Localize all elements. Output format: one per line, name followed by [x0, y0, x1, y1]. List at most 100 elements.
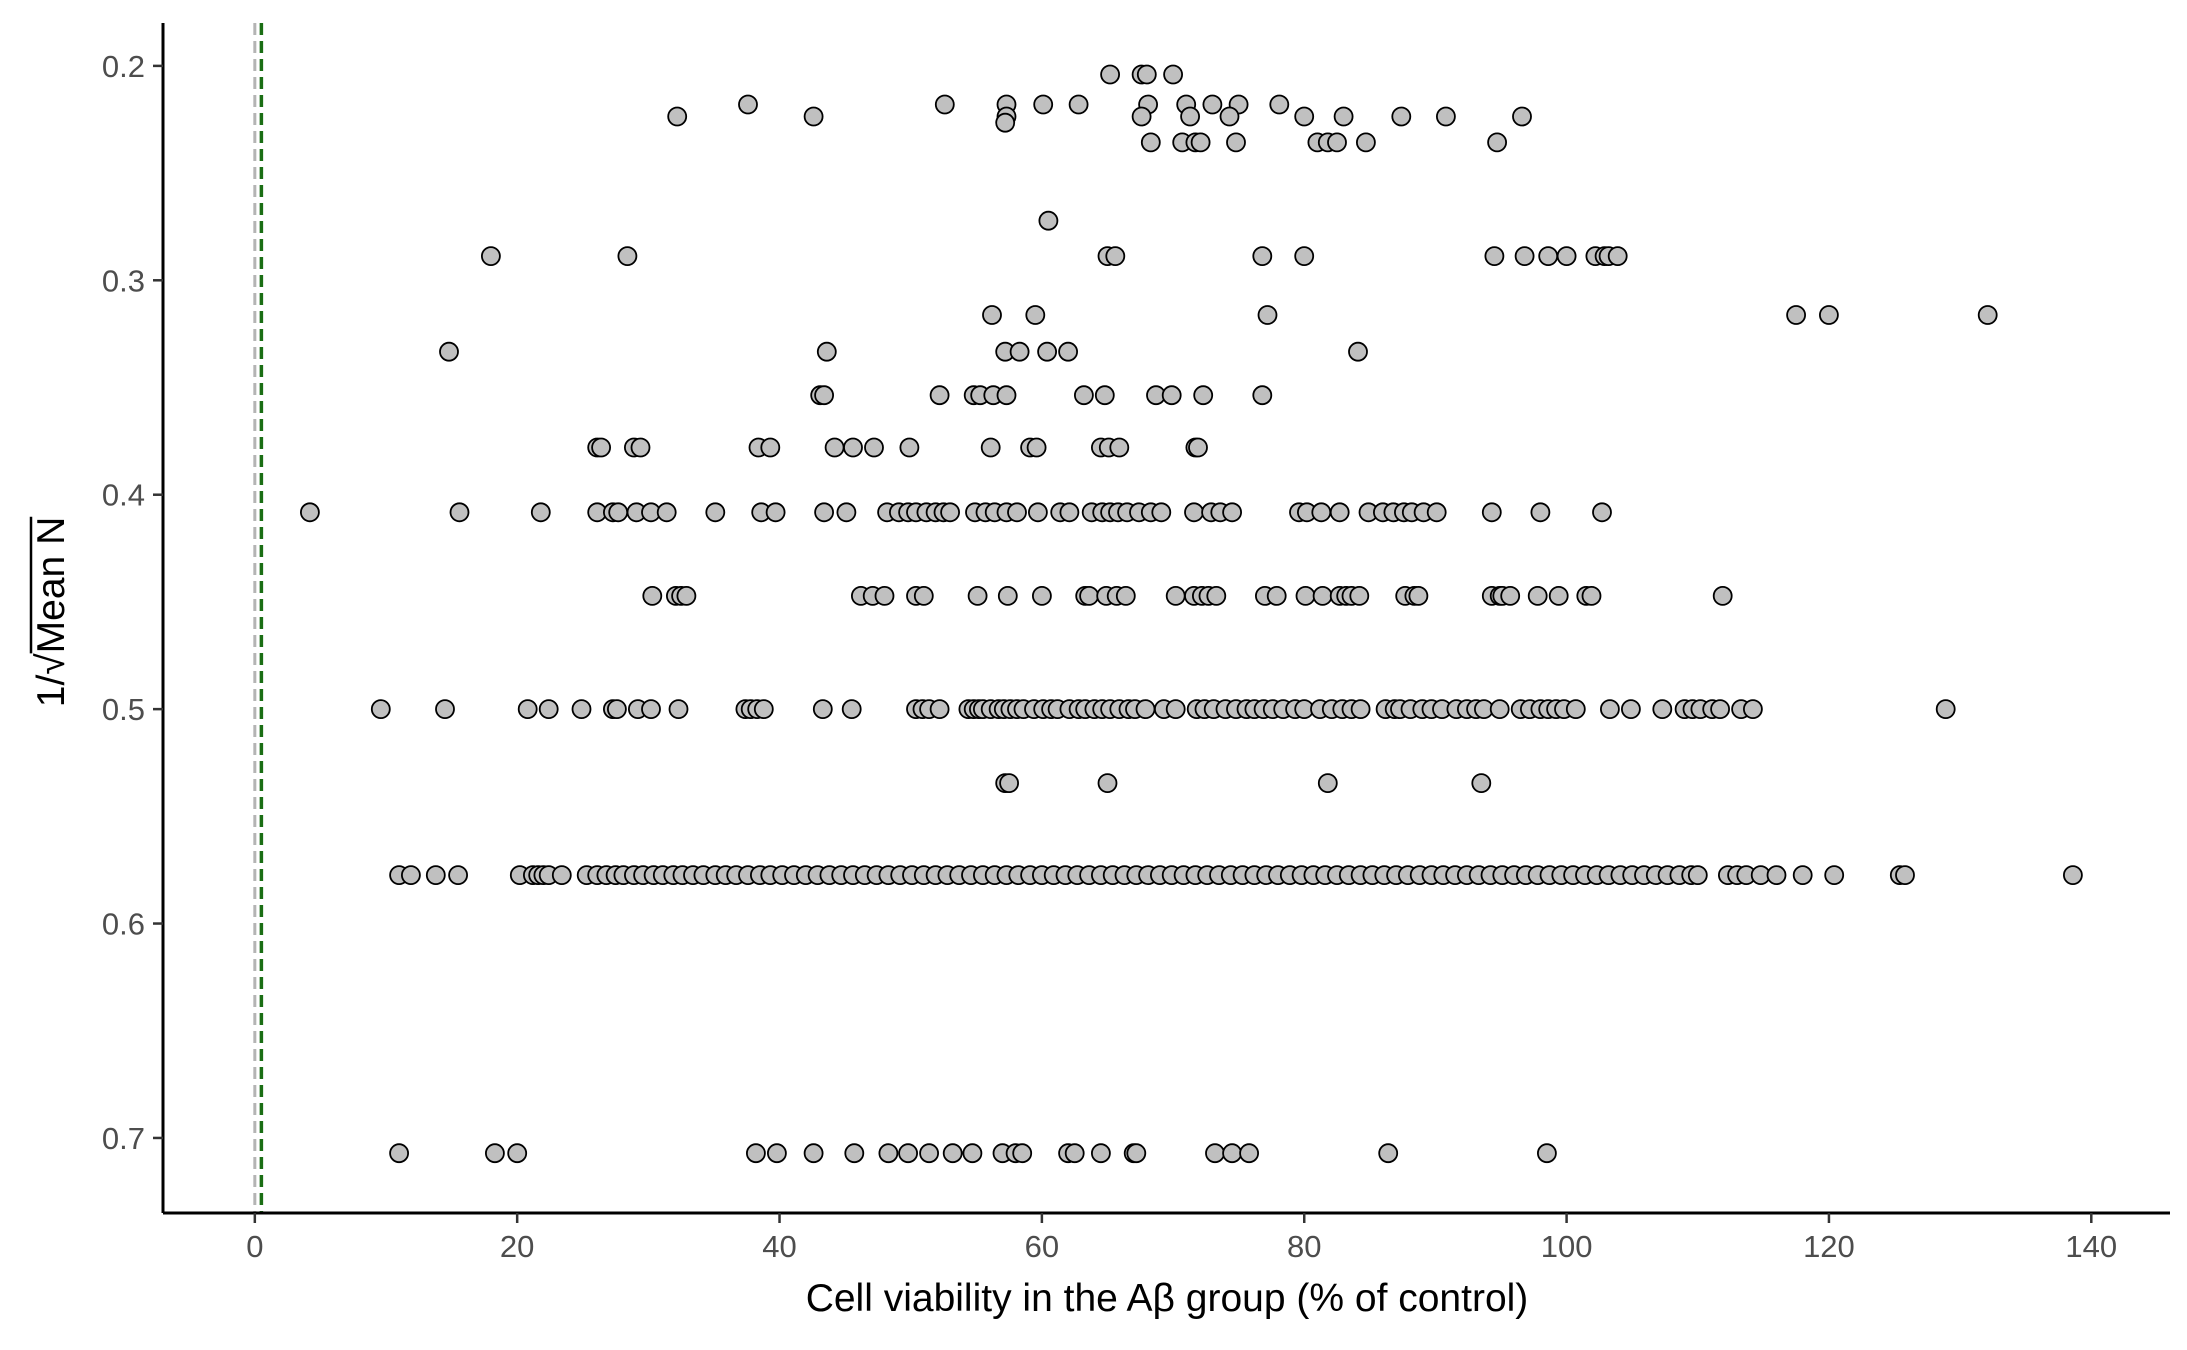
data-point	[1165, 699, 1186, 719]
data-point	[1079, 586, 1099, 606]
data-point	[1710, 699, 1730, 719]
data-point	[765, 502, 786, 523]
data-point	[2062, 865, 2083, 885]
data-point	[929, 385, 950, 406]
data-point	[1327, 132, 1347, 153]
data-point	[1824, 865, 1845, 885]
data-point	[1294, 106, 1315, 127]
data-point	[803, 1143, 824, 1164]
data-point	[899, 437, 920, 458]
data-point	[1074, 385, 1094, 406]
data-point	[767, 1143, 787, 1164]
data-point	[435, 699, 455, 719]
data-point	[967, 586, 988, 606]
data-point	[753, 699, 774, 719]
data-point	[929, 699, 950, 719]
data-point	[841, 699, 862, 719]
data-point	[538, 699, 559, 719]
data-point	[1295, 586, 1316, 606]
data-point	[571, 699, 592, 719]
data-point	[1091, 1143, 1111, 1164]
data-point	[1621, 699, 1641, 719]
data-point	[1202, 94, 1223, 115]
data-point	[1489, 699, 1510, 719]
data-points	[299, 64, 2083, 1164]
y-axis-title: 1/√Mean N	[29, 516, 73, 708]
data-point	[630, 437, 651, 458]
data-point	[1161, 385, 1182, 406]
data-point	[746, 1143, 766, 1164]
data-point	[1206, 586, 1227, 606]
data-point	[607, 699, 627, 719]
y-tick-label: 0.2	[102, 49, 145, 84]
data-point	[878, 1143, 899, 1164]
data-point	[814, 385, 834, 406]
data-point	[425, 865, 446, 885]
data-point	[1348, 341, 1368, 362]
data-point	[1391, 106, 1412, 127]
y-tick-label: 0.4	[102, 478, 145, 513]
svg-text:1/√Mean N: 1/√Mean N	[30, 517, 73, 708]
data-point	[1766, 865, 1787, 885]
data-point	[1548, 586, 1569, 606]
data-point	[1163, 64, 1183, 85]
data-point	[591, 437, 611, 458]
y-axis-title-prefix: 1/√	[30, 653, 73, 708]
data-point	[1222, 502, 1242, 523]
data-point	[1786, 305, 1806, 325]
data-point	[1140, 132, 1161, 153]
data-point	[1009, 341, 1030, 362]
x-axis-ticks: 0 20 40 60 80 100 120 140	[246, 1213, 2117, 1264]
data-point	[1252, 385, 1273, 406]
data-point	[844, 1143, 865, 1164]
data-point	[1028, 502, 1048, 523]
x-tick-label: 100	[1541, 1229, 1593, 1264]
data-point	[507, 1143, 528, 1164]
data-point	[962, 1143, 983, 1164]
data-point	[1819, 305, 1839, 325]
data-point	[996, 385, 1017, 406]
data-point	[1252, 246, 1273, 267]
data-point	[299, 502, 320, 523]
data-point	[1487, 132, 1507, 153]
data-point	[1592, 502, 1612, 523]
data-point	[1188, 437, 1208, 458]
data-point	[484, 1143, 505, 1164]
data-point	[1151, 502, 1172, 523]
data-point	[1333, 106, 1354, 127]
x-tick-label: 60	[1025, 1229, 1059, 1264]
data-point	[1484, 246, 1505, 267]
data-point	[999, 773, 1019, 793]
data-point	[760, 437, 781, 458]
data-point	[1190, 132, 1211, 153]
data-point	[1312, 586, 1333, 606]
x-tick-label: 140	[2065, 1229, 2117, 1264]
x-tick-label: 0	[246, 1229, 263, 1264]
data-point	[1180, 106, 1200, 127]
data-point	[1068, 94, 1089, 115]
data-point	[1350, 699, 1371, 719]
data-point	[667, 106, 688, 127]
data-point	[1025, 305, 1046, 325]
data-point	[1600, 699, 1620, 719]
data-point	[1687, 865, 1708, 885]
data-point	[982, 305, 1002, 325]
data-point	[1792, 865, 1813, 885]
data-point	[934, 94, 955, 115]
x-axis-title: Cell viability in the Aβ group (% of con…	[806, 1277, 1529, 1320]
data-point	[530, 502, 551, 523]
data-point	[1105, 246, 1126, 267]
data-point	[1471, 773, 1492, 793]
y-axis-title-radicand: Mean N	[30, 517, 73, 654]
data-point	[995, 112, 1016, 133]
data-point	[439, 341, 459, 362]
data-point	[803, 106, 824, 127]
y-tick-label: 0.5	[102, 692, 145, 727]
data-point	[1500, 586, 1521, 606]
data-point	[1136, 64, 1157, 85]
data-point	[1408, 586, 1429, 606]
data-point	[898, 1143, 918, 1164]
data-point	[1530, 502, 1551, 523]
data-point	[480, 246, 501, 267]
